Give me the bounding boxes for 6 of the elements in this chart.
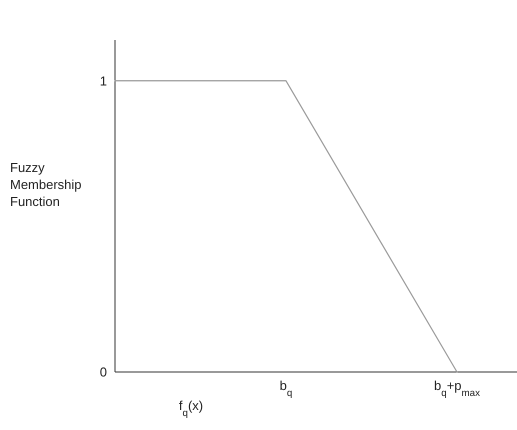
y-tick-label: 0 (100, 364, 107, 380)
y-tick-label: 1 (100, 73, 107, 88)
x-axis-title: f$_{q}$(x) (178, 398, 204, 418)
y-axis-title: Fuzzy Membership Function (10, 160, 82, 209)
x-tick-label: b$_{q}$+p$_{max}$ (434, 378, 480, 398)
x-tick-label: b$_{q}$ (280, 378, 292, 398)
